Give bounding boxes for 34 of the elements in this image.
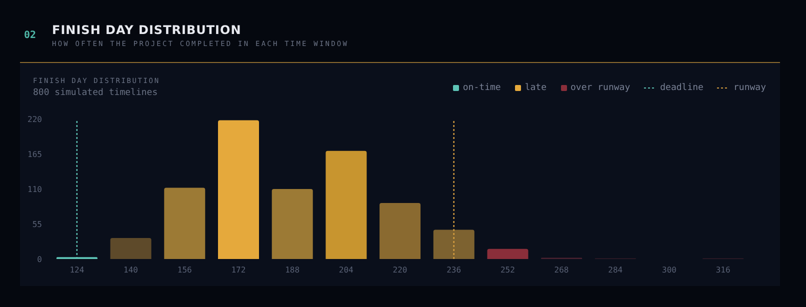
x-tick-label: 220 [392, 266, 408, 275]
x-tick-label: 268 [554, 266, 569, 275]
x-tick-label: 140 [124, 266, 138, 275]
y-tick-label: 165 [28, 150, 42, 159]
y-tick-label: 220 [28, 114, 42, 124]
text: 02 [24, 30, 36, 41]
legend-label: late [524, 83, 547, 93]
y-tick-label: 110 [28, 184, 42, 194]
x-tick-label: 204 [338, 266, 354, 275]
bar [164, 188, 206, 259]
bar [380, 203, 421, 259]
legend-label: over runway [570, 83, 630, 93]
bar [326, 150, 367, 259]
bar [272, 189, 313, 259]
x-tick-label: 236 [446, 266, 462, 275]
text: 800 simulated timelines [33, 88, 158, 98]
bar [487, 248, 528, 259]
y-tick-label: 55 [32, 220, 42, 229]
chart-title: FINISH DAY DISTRIBUTION [52, 23, 242, 37]
x-tick-label: 156 [177, 266, 192, 275]
legend-label: runway [732, 83, 766, 93]
x-tick-label: 188 [285, 266, 300, 275]
x-tick-label: 124 [70, 266, 84, 275]
y-tick-label: 0 [37, 254, 42, 264]
x-tick-label: 172 [231, 266, 246, 275]
x-tick-label: 252 [500, 266, 516, 275]
x-tick-label: 300 [662, 266, 677, 275]
x-tick-label: 284 [608, 266, 623, 275]
bar [218, 120, 259, 259]
legend-label: on-time [462, 83, 501, 93]
bar [110, 238, 152, 259]
bar [433, 230, 474, 259]
x-tick-label: 316 [716, 266, 730, 275]
legend-label: deadline [659, 83, 704, 93]
